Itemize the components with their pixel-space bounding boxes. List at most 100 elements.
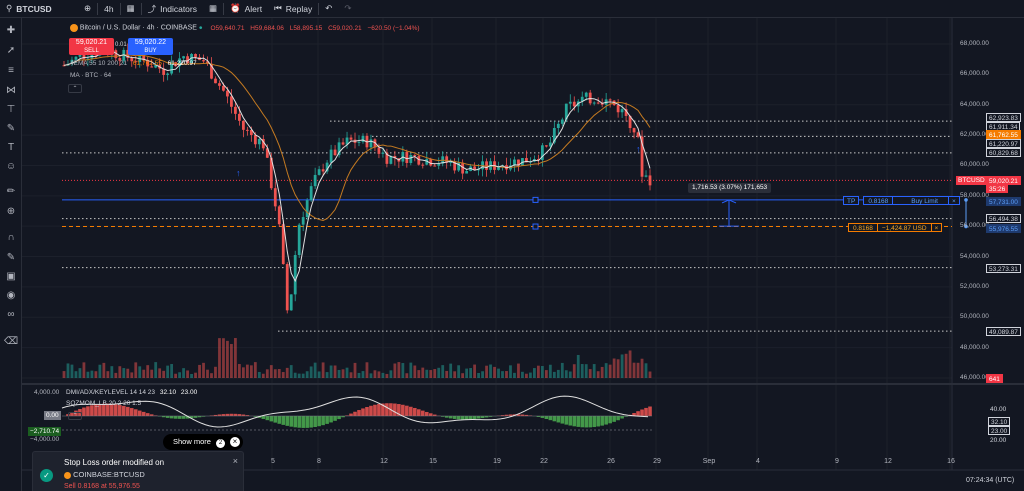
candle-body xyxy=(337,142,341,156)
momentum-bar xyxy=(432,414,437,416)
candle-body xyxy=(417,156,421,165)
toast-symbol-row: COINBASE:BTCUSD xyxy=(64,470,145,479)
candle-body xyxy=(170,62,174,74)
volume-bar xyxy=(289,365,293,378)
buy-button[interactable]: 59,020.22 BUY xyxy=(128,38,173,55)
templates-button[interactable]: ▦ xyxy=(203,0,223,18)
volume-bar xyxy=(305,371,309,378)
candle-body xyxy=(154,64,158,68)
close-icon[interactable]: × xyxy=(230,437,240,447)
trend-line-icon[interactable]: ➚ xyxy=(6,45,16,56)
volume-bar xyxy=(365,362,369,378)
momentum-bar xyxy=(476,416,481,419)
candle-body xyxy=(150,66,154,68)
eye-icon[interactable]: ◉ xyxy=(6,290,16,301)
replay-button[interactable]: ⏮ Replay xyxy=(268,0,318,18)
candle-body xyxy=(568,101,572,104)
momentum-bar xyxy=(592,416,596,428)
sell-button[interactable]: 59,020.21 SELL xyxy=(69,38,114,55)
volume-bar xyxy=(461,373,465,378)
price-axis-label: 48,000.00 xyxy=(960,343,989,351)
volume-bar xyxy=(616,359,620,378)
crosshair-icon[interactable]: ✚ xyxy=(6,25,16,36)
momentum-bar xyxy=(624,416,628,417)
candle-body xyxy=(556,123,560,129)
brush-icon[interactable]: ✎ xyxy=(6,123,16,134)
collapse-indicator-button[interactable]: ⌃ xyxy=(68,412,82,420)
momentum-bar xyxy=(106,403,110,416)
volume-bar xyxy=(409,362,413,378)
sl-close-icon[interactable]: × xyxy=(931,223,943,232)
show-more-button[interactable]: Show more 2 × xyxy=(163,434,243,450)
momentum-bar xyxy=(357,410,361,416)
volume-bar xyxy=(122,368,126,378)
ruler-icon[interactable]: ✏ xyxy=(6,186,16,197)
volume-bar xyxy=(529,372,532,378)
volume-bar xyxy=(309,366,313,378)
chart-type-button[interactable]: ▦ xyxy=(121,0,141,18)
text-icon[interactable]: T xyxy=(7,142,15,153)
adx-line xyxy=(61,395,649,428)
volume-bar xyxy=(273,369,277,378)
tp-order-label[interactable]: TP 0.8168 Buy Limit × xyxy=(843,196,960,205)
indicators-button[interactable]: ⤴ Indicators xyxy=(142,0,203,18)
volume-bar xyxy=(536,365,540,378)
forecast-icon[interactable]: ⊤ xyxy=(6,104,16,115)
toast-close-icon[interactable]: × xyxy=(232,456,238,466)
zoom-in-icon[interactable]: ⊕ xyxy=(6,206,16,217)
price-axis-label: 68,000.00 xyxy=(960,40,989,47)
volume-bar xyxy=(417,370,421,378)
volume-bar xyxy=(501,371,504,378)
utc-clock[interactable]: 07:24:34 (UTC) xyxy=(966,477,1015,484)
volume-bar xyxy=(640,358,644,378)
volume-bar xyxy=(620,354,624,378)
volume-bar xyxy=(341,369,345,378)
lock-drawings-icon[interactable]: ✎ xyxy=(6,252,16,263)
time-axis-label: 22 xyxy=(540,458,548,465)
volume-bar xyxy=(261,373,265,378)
pattern-icon[interactable]: ⋈ xyxy=(6,85,16,96)
lock-icon[interactable]: ▣ xyxy=(6,271,16,282)
volume-bar xyxy=(513,372,516,378)
volume-bar xyxy=(154,362,158,378)
volume-bar xyxy=(596,371,600,378)
momentum-bar xyxy=(648,406,652,416)
volume-bar xyxy=(413,365,417,378)
candle-body xyxy=(345,137,349,145)
emoji-icon[interactable]: ☺ xyxy=(5,161,17,172)
volume-bar xyxy=(429,370,433,378)
candle-body xyxy=(78,54,82,57)
alert-button[interactable]: ⏰ Alert xyxy=(224,0,268,18)
collapse-legend-button[interactable]: ⌃ xyxy=(68,84,82,93)
sqz-axis-zero: 0.00 xyxy=(44,411,61,420)
volume-bar xyxy=(90,370,94,378)
candle-body xyxy=(134,61,138,63)
undo-button[interactable]: ↶ xyxy=(319,0,338,18)
link-icon[interactable]: ∞ xyxy=(7,309,15,320)
volume-bar xyxy=(369,373,373,378)
interval-button[interactable]: 4h xyxy=(98,0,119,18)
momentum-bar xyxy=(329,416,333,423)
price-tag: 49,089.87 xyxy=(986,327,1021,336)
price-tag: 57,731.00 xyxy=(986,197,1021,206)
volume-bar xyxy=(644,363,648,378)
horizontal-lines-icon[interactable]: ≡ xyxy=(8,65,14,76)
tp-close-icon[interactable]: × xyxy=(948,196,960,205)
time-axis-label: 26 xyxy=(607,458,615,465)
alarm-icon: ⏰ xyxy=(230,3,241,13)
notification-toast: ✓ Stop Loss order modified on COINBASE:B… xyxy=(32,451,244,491)
redo-button[interactable]: ↷ xyxy=(338,0,357,18)
candle-body xyxy=(281,224,285,265)
momentum-bar xyxy=(86,406,90,416)
time-axis-label: 9 xyxy=(835,458,839,465)
magnet-icon[interactable]: ∩ xyxy=(7,232,15,243)
volume-bar xyxy=(361,371,365,378)
legend-open: O59,640.71 xyxy=(210,24,245,32)
momentum-bar xyxy=(161,416,166,418)
symbol-search[interactable]: ⚲ BTCUSD xyxy=(0,0,78,18)
sl-order-label[interactable]: 0.8168 −1,424.87 USD × xyxy=(848,223,943,232)
trash-icon[interactable]: ⌫ xyxy=(4,336,19,347)
compare-button[interactable]: ⊕ xyxy=(78,0,97,18)
